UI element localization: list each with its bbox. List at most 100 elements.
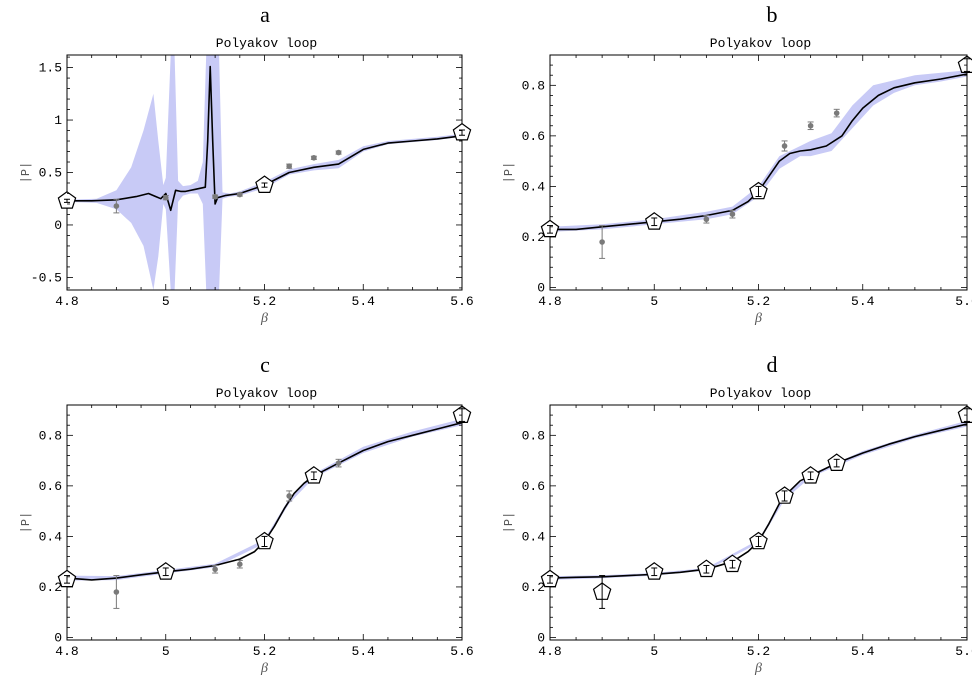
- data-point: [335, 458, 342, 468]
- y-axis-label: |P|: [19, 512, 33, 534]
- chart-title: Polyakov loop: [216, 36, 317, 51]
- panel-letter: d: [767, 352, 778, 377]
- data-point: [113, 198, 120, 214]
- plot-area: [550, 70, 967, 259]
- data-point-dot: [833, 110, 840, 116]
- data-point: [833, 108, 840, 118]
- fit-point: [644, 212, 664, 230]
- data-point: [162, 194, 169, 201]
- chart-title: Polyakov loop: [710, 386, 811, 401]
- data-point: [286, 163, 293, 170]
- y-tick-label: 0.6: [522, 479, 545, 494]
- x-tick-label: 5.2: [253, 644, 276, 659]
- fit-line: [67, 65, 462, 212]
- error-band: [550, 70, 967, 232]
- error-band: [67, 418, 462, 581]
- x-tick-label: 5.4: [851, 644, 875, 659]
- chart-title: Polyakov loop: [710, 36, 811, 51]
- data-point-dot: [212, 566, 218, 573]
- x-tick-label: 5.2: [747, 644, 770, 659]
- y-tick-label: 1.5: [39, 61, 62, 76]
- data-point: [286, 490, 293, 502]
- data-point-dot: [807, 122, 814, 129]
- fit-point: [156, 562, 176, 580]
- y-tick-label: 0.2: [522, 230, 545, 245]
- fit-line: [67, 421, 462, 581]
- error-band: [550, 420, 967, 580]
- panel-letter: b: [767, 2, 778, 27]
- pentagon-marker: [957, 405, 972, 423]
- y-tick-label: -0.5: [31, 270, 62, 285]
- data-point-dot: [703, 216, 710, 223]
- fit-point: [304, 466, 324, 484]
- x-tick-label: 5.4: [851, 294, 875, 309]
- data-point-dot: [311, 155, 317, 161]
- data-point-dot: [729, 211, 736, 217]
- fit-point: [255, 531, 274, 550]
- data-point: [807, 121, 814, 131]
- fit-point: [775, 486, 794, 504]
- y-tick-label: 0: [537, 280, 545, 295]
- fit-line: [550, 73, 967, 231]
- panel-letter: a: [260, 2, 270, 27]
- fit-point: [749, 181, 768, 200]
- data-point-dot: [335, 149, 342, 156]
- panel-c: c Polyakov loop 4.8 5 5.2 5.4 5.6 0 0.2 0.4 0.6 0.8…: [19, 352, 474, 676]
- fit-point: [592, 575, 612, 609]
- data-point: [212, 564, 219, 574]
- data-point-dot: [335, 460, 342, 466]
- x-tick-label: 5.6: [450, 294, 473, 309]
- x-tick-label: 4.8: [538, 644, 561, 659]
- plot-area: [67, 418, 462, 609]
- data-point: [335, 149, 342, 156]
- x-tick-label: 4.8: [55, 644, 78, 659]
- y-tick-label: 0.2: [522, 580, 545, 595]
- fit-point: [749, 531, 768, 550]
- fit-point: [452, 122, 472, 141]
- fit-point: [827, 453, 846, 471]
- y-axis-label: |P|: [502, 162, 516, 184]
- x-tick-label: 4.8: [538, 294, 561, 309]
- data-point-dot: [237, 561, 243, 567]
- fit-point: [57, 191, 77, 209]
- data-point: [236, 559, 243, 569]
- y-tick-label: 0: [537, 630, 545, 645]
- x-tick-label: 5.6: [955, 294, 972, 309]
- panel-b: b Polyakov loop 4.8 5 5.2 5.4 5.6 0 0.2 0.4 0.6 0.8…: [502, 2, 972, 326]
- data-point: [729, 209, 736, 219]
- panel-d: d Polyakov loop 4.8 5 5.2 5.4 5.6 0 0.2 0.4 0.6 0.8…: [502, 352, 972, 676]
- x-axis-label: β: [260, 661, 268, 676]
- x-tick-label: 5.4: [352, 294, 376, 309]
- panel-a: a Polyakov loop 4.8 5 5.2 5.4 5.6 -0.5 0 0.5 1 1.5 β…: [19, 2, 474, 326]
- y-tick-label: 0.2: [39, 580, 62, 595]
- plot-area: [550, 420, 967, 580]
- fit-point: [723, 554, 742, 573]
- data-point: [781, 140, 788, 152]
- data-point-dot: [286, 493, 292, 499]
- data-point: [599, 225, 606, 259]
- x-tick-label: 5: [650, 644, 658, 659]
- data-point-dot: [212, 193, 218, 200]
- x-tick-label: 5.2: [747, 294, 770, 309]
- x-tick-label: 4.8: [55, 294, 78, 309]
- fit-point: [957, 55, 972, 73]
- plot-frame: [66, 54, 463, 291]
- y-tick-label: 0.4: [522, 179, 546, 194]
- x-axis-label: β: [754, 661, 762, 676]
- fit-line: [550, 423, 967, 579]
- y-tick-label: 0.5: [39, 166, 62, 181]
- fit-point: [255, 175, 274, 193]
- data-point: [703, 214, 710, 224]
- fit-point: [957, 405, 972, 423]
- x-tick-label: 5.4: [352, 644, 376, 659]
- data-point: [113, 575, 120, 609]
- plot-frame: [66, 404, 463, 641]
- y-tick-label: 0.8: [522, 78, 545, 93]
- x-axis-label: β: [754, 311, 762, 326]
- chart-title: Polyakov loop: [216, 386, 317, 401]
- data-point-dot: [781, 143, 788, 149]
- plot-frame: [549, 54, 968, 291]
- y-tick-label: 1: [54, 113, 62, 128]
- y-axis-label: |P|: [19, 162, 33, 184]
